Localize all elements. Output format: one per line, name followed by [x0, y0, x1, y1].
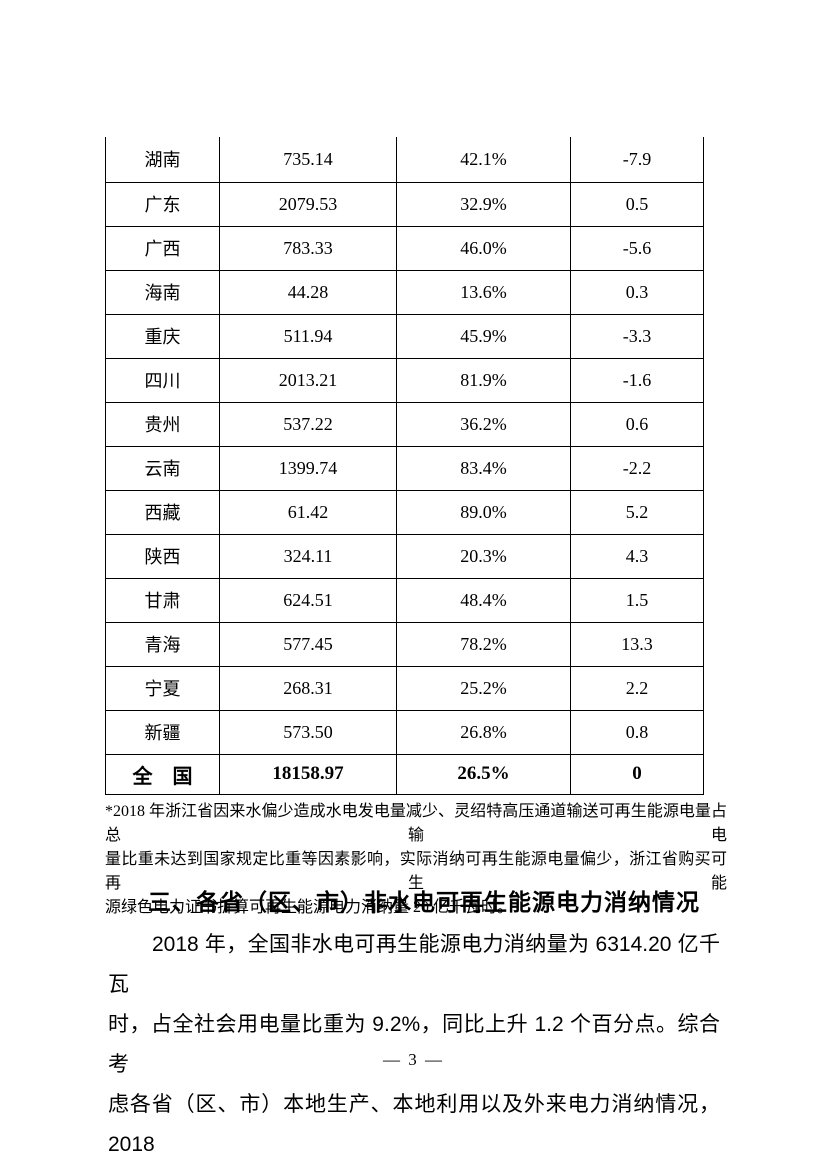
share-cell: 78.2% — [396, 621, 571, 667]
value-cell: 324.11 — [219, 533, 397, 579]
province-cell: 新疆 — [105, 709, 220, 755]
share-cell: 42.1% — [396, 137, 571, 183]
table-row: 海南 44.28 13.6% 0.3 — [105, 269, 704, 315]
value-cell: 783.33 — [219, 225, 397, 271]
province-cell: 四川 — [105, 357, 220, 403]
value-cell: 573.50 — [219, 709, 397, 755]
table-row: 广西 783.33 46.0% -5.6 — [105, 225, 704, 271]
value-cell: 44.28 — [219, 269, 397, 315]
province-consumption-table: 湖南 735.14 42.1% -7.9 广东 2079.53 32.9% 0.… — [105, 137, 704, 795]
table-row: 云南 1399.74 83.4% -2.2 — [105, 445, 704, 491]
change-cell: -1.6 — [570, 357, 704, 403]
province-cell: 广东 — [105, 181, 220, 227]
province-cell: 宁夏 — [105, 665, 220, 711]
table-row-total: 全 国 18158.97 26.5% 0 — [105, 753, 704, 795]
page-number: — 3 — — [383, 1050, 444, 1069]
body-paragraph: 2018 年，全国非水电可再生能源电力消纳量为 6314.20 亿千瓦 时，占全… — [108, 925, 720, 1165]
value-cell: 735.14 — [219, 137, 397, 183]
share-cell: 26.5% — [396, 753, 571, 795]
footnote-line: 源绿色电力证书折算可再生能源电力消纳量 20 亿千瓦时。 — [105, 899, 514, 916]
change-cell: 2.2 — [570, 665, 704, 711]
value-cell: 537.22 — [219, 401, 397, 447]
value-cell: 18158.97 — [219, 753, 397, 795]
province-cell: 海南 — [105, 269, 220, 315]
value-cell: 1399.74 — [219, 445, 397, 491]
value-cell: 268.31 — [219, 665, 397, 711]
province-cell: 湖南 — [105, 137, 220, 183]
table-row: 贵州 537.22 36.2% 0.6 — [105, 401, 704, 447]
share-cell: 46.0% — [396, 225, 571, 271]
province-cell: 广西 — [105, 225, 220, 271]
province-cell: 甘肃 — [105, 577, 220, 623]
table-row: 西藏 61.42 89.0% 5.2 — [105, 489, 704, 535]
change-cell: 0 — [570, 753, 704, 795]
table-row: 宁夏 268.31 25.2% 2.2 — [105, 665, 704, 711]
province-cell: 重庆 — [105, 313, 220, 359]
share-cell: 25.2% — [396, 665, 571, 711]
table-row: 陕西 324.11 20.3% 4.3 — [105, 533, 704, 579]
footnote-line: 量比重未达到国家规定比重等因素影响，实际消纳可再生能源电量偏少，浙江省购买可再生… — [105, 851, 727, 892]
value-cell: 61.42 — [219, 489, 397, 535]
share-cell: 83.4% — [396, 445, 571, 491]
change-cell: 0.6 — [570, 401, 704, 447]
change-cell: 4.3 — [570, 533, 704, 579]
share-cell: 36.2% — [396, 401, 571, 447]
change-cell: 0.8 — [570, 709, 704, 755]
share-cell: 81.9% — [396, 357, 571, 403]
table-footnote: *2018 年浙江省因来水偏少造成水电发电量减少、灵绍特高压通道输送可再生能源电… — [105, 800, 727, 920]
change-cell: 0.3 — [570, 269, 704, 315]
share-cell: 20.3% — [396, 533, 571, 579]
change-cell: 1.5 — [570, 577, 704, 623]
share-cell: 26.8% — [396, 709, 571, 755]
table-row: 四川 2013.21 81.9% -1.6 — [105, 357, 704, 403]
share-cell: 48.4% — [396, 577, 571, 623]
value-cell: 2013.21 — [219, 357, 397, 403]
table-row: 广东 2079.53 32.9% 0.5 — [105, 181, 704, 227]
section-heading: 三、各省（区、市）非水电可再生能源电力消纳情况 — [148, 889, 700, 915]
change-cell: 13.3 — [570, 621, 704, 667]
value-cell: 2079.53 — [219, 181, 397, 227]
change-cell: -2.2 — [570, 445, 704, 491]
paragraph-line: 2018 年，全国非水电可再生能源电力消纳量为 6314.20 亿千瓦 — [108, 933, 720, 996]
table-row: 新疆 573.50 26.8% 0.8 — [105, 709, 704, 755]
change-cell: 0.5 — [570, 181, 704, 227]
change-cell: 5.2 — [570, 489, 704, 535]
change-cell: -3.3 — [570, 313, 704, 359]
paragraph-line: 时，占全社会用电量比重为 9.2%，同比上升 1.2 个百分点。综合考 — [108, 1013, 720, 1076]
paragraph-line: 虑各省（区、市）本地生产、本地利用以及外来电力消纳情况，2018 — [108, 1093, 720, 1156]
value-cell: 511.94 — [219, 313, 397, 359]
province-cell: 贵州 — [105, 401, 220, 447]
province-cell: 陕西 — [105, 533, 220, 579]
footnote-line: *2018 年浙江省因来水偏少造成水电发电量减少、灵绍特高压通道输送可再生能源电… — [105, 803, 727, 844]
table-row: 重庆 511.94 45.9% -3.3 — [105, 313, 704, 359]
share-cell: 89.0% — [396, 489, 571, 535]
province-cell: 西藏 — [105, 489, 220, 535]
change-cell: -5.6 — [570, 225, 704, 271]
share-cell: 45.9% — [396, 313, 571, 359]
table-row: 湖南 735.14 42.1% -7.9 — [105, 137, 704, 183]
table-row: 甘肃 624.51 48.4% 1.5 — [105, 577, 704, 623]
province-cell: 全 国 — [105, 753, 220, 795]
value-cell: 624.51 — [219, 577, 397, 623]
share-cell: 32.9% — [396, 181, 571, 227]
table-row: 青海 577.45 78.2% 13.3 — [105, 621, 704, 667]
change-cell: -7.9 — [570, 137, 704, 183]
share-cell: 13.6% — [396, 269, 571, 315]
value-cell: 577.45 — [219, 621, 397, 667]
province-cell: 云南 — [105, 445, 220, 491]
province-cell: 青海 — [105, 621, 220, 667]
